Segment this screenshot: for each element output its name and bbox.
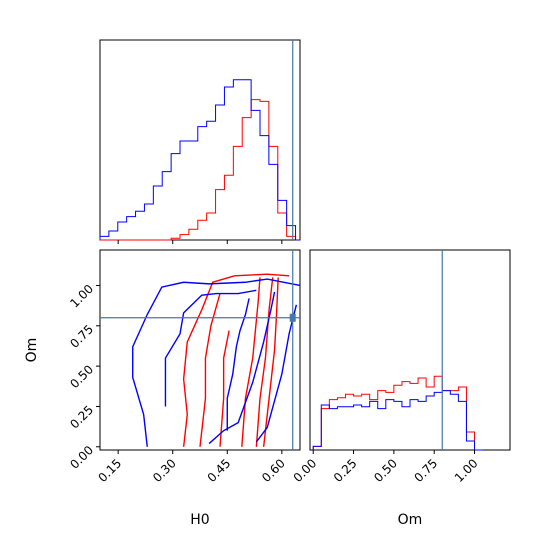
joint-contour-1 [199, 293, 221, 447]
joint-contour-0 [182, 273, 290, 447]
joint-contour-2 [219, 330, 230, 447]
joint-xtick-label-1: 0.30 [150, 456, 179, 485]
joint-contour-3 [241, 277, 261, 447]
h0-hist-series-0 [100, 99, 300, 241]
om-marginal-histograms [312, 375, 483, 451]
panel-h0-marginal-frame [99, 39, 301, 241]
joint-ytick-label-0: 0.00 [67, 443, 96, 472]
joint-ytick-label-1: 0.25 [67, 403, 96, 432]
om-marginal-xtick-label-0: 0.00 [291, 456, 320, 485]
om-marginal-xtick-label-4: 1.00 [452, 456, 481, 485]
joint-contour-4 [255, 277, 274, 447]
joint-xtick-label-3: 0.60 [259, 456, 288, 485]
joint-contour-8 [226, 298, 250, 431]
om-hist-series-1 [312, 390, 483, 451]
panel-om-marginal-frame [309, 249, 511, 451]
truth-marker [289, 313, 296, 322]
h0-om-joint-contours [132, 273, 301, 447]
om-marginal-xtick-label-1: 0.25 [331, 456, 360, 485]
joint-contour-9 [208, 291, 276, 445]
joint-ytick-label-3: 0.75 [67, 322, 96, 351]
panel-h0-om-joint-frame [99, 249, 301, 451]
om-marginal-xtick-label-3: 0.75 [412, 456, 441, 485]
om-marginal-xtick-label-2: 0.50 [371, 456, 400, 485]
joint-contour-7 [164, 289, 257, 407]
joint-xtick-label-0: 0.15 [96, 456, 125, 485]
x-axis-label-h0: H0 [190, 512, 209, 528]
joint-ytick-label-2: 0.50 [67, 362, 96, 391]
joint-contour-6 [132, 278, 301, 447]
joint-xtick-label-2: 0.45 [205, 456, 234, 485]
truth-lines [100, 40, 443, 450]
om-hist-series-0 [312, 375, 483, 451]
axis-ticks: 0.15 0.30 0.45 0.600.000.250.500.751.000.00… [67, 240, 481, 485]
joint-contour-5 [262, 277, 279, 447]
h0-hist-series-1 [99, 79, 300, 241]
x-axis-label-om: Om [398, 512, 423, 528]
h0-marginal-histograms [99, 79, 300, 241]
joint-ytick-label-4: 1.00 [67, 282, 96, 311]
joint-contour-10 [255, 304, 298, 443]
y-axis-label-om: Om [24, 338, 40, 363]
